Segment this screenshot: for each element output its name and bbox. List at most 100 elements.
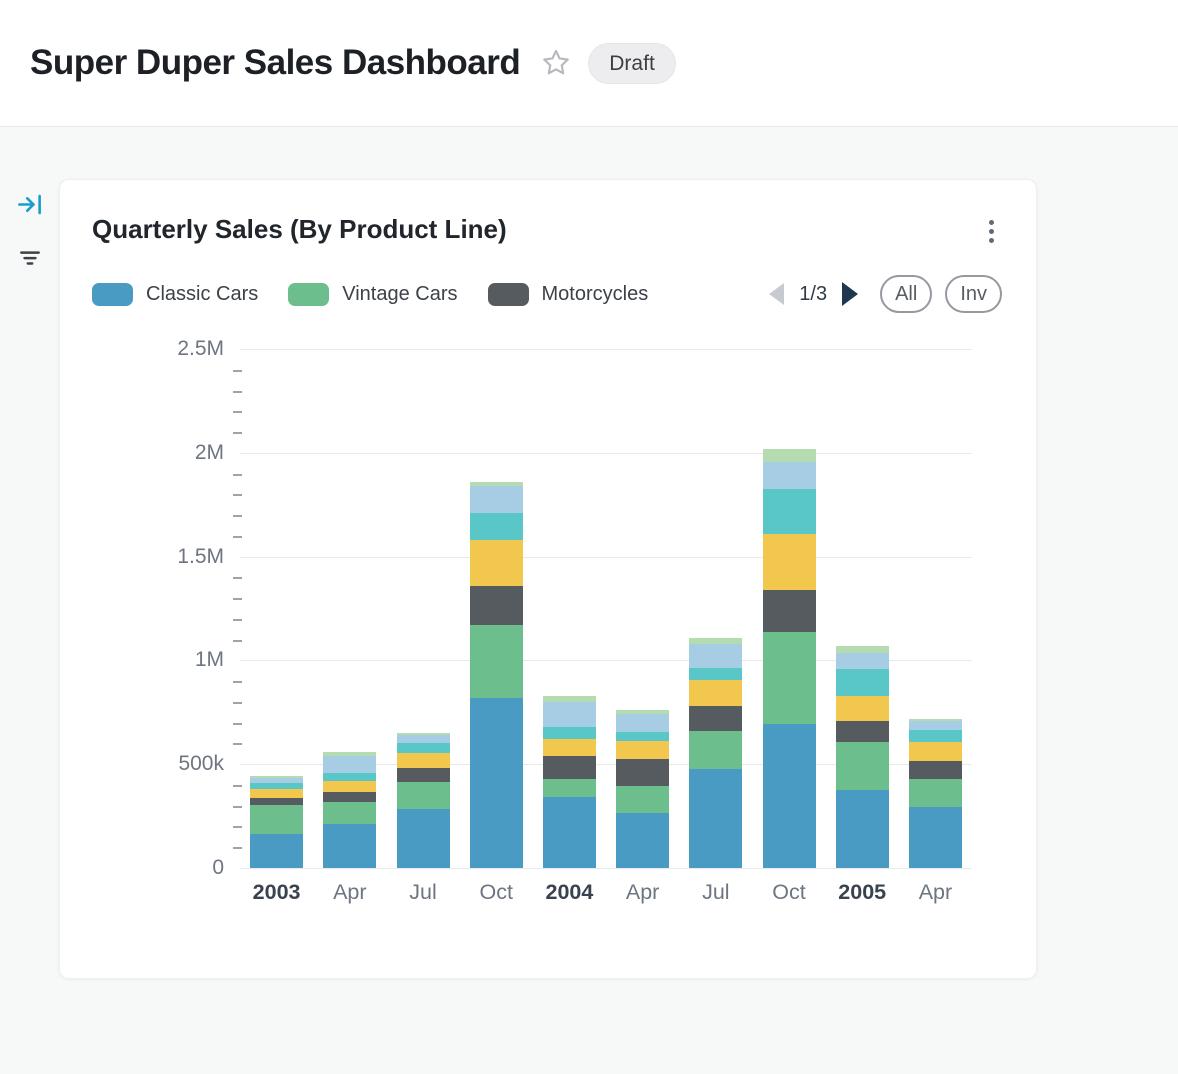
favorite-star-icon[interactable] [540, 47, 572, 79]
bar-segment[interactable] [616, 741, 670, 760]
bar-segment[interactable] [616, 759, 670, 787]
bar-segment[interactable] [762, 589, 816, 633]
bar-segment[interactable] [250, 804, 304, 834]
bar-segment[interactable] [396, 743, 450, 753]
bar-segment[interactable] [835, 668, 889, 696]
bar-segment[interactable] [616, 714, 670, 733]
stacked-bar[interactable] [689, 637, 743, 868]
pager-page-indicator: 1/3 [799, 282, 828, 305]
bar-segment[interactable] [908, 742, 962, 762]
bar-segment[interactable] [762, 632, 816, 724]
legend-row: Classic Cars Vintage Cars Motorcycles 1/3 … [92, 275, 1002, 313]
bar-segment[interactable] [689, 637, 743, 644]
stacked-bar[interactable] [323, 751, 377, 868]
bar-segment[interactable] [616, 813, 670, 868]
bar-segment[interactable] [323, 792, 377, 802]
bar-segment[interactable] [542, 726, 596, 740]
kebab-menu-icon[interactable] [981, 214, 1002, 249]
stacked-bar[interactable] [469, 481, 523, 868]
x-axis-label: Jul [702, 880, 730, 904]
bar-segment[interactable] [323, 780, 377, 793]
bar-segment[interactable] [689, 706, 743, 731]
bar-segment[interactable] [250, 798, 304, 805]
bar-segment[interactable] [250, 775, 304, 778]
bar-segment[interactable] [908, 729, 962, 743]
pager-next-icon[interactable] [842, 282, 859, 306]
minor-tick [233, 826, 242, 829]
bar-segment[interactable] [250, 782, 304, 790]
bar-segment[interactable] [908, 778, 962, 807]
bar-segment[interactable] [469, 513, 523, 541]
bar-segment[interactable] [835, 790, 889, 868]
bar-segment[interactable] [908, 718, 962, 721]
bar-segment[interactable] [616, 786, 670, 813]
bar-segment[interactable] [396, 735, 450, 744]
bar-segment[interactable] [689, 667, 743, 681]
kebab-dot [989, 238, 994, 243]
bar-segment[interactable] [469, 697, 523, 868]
bar-segment[interactable] [323, 772, 377, 781]
all-button[interactable]: All [880, 275, 933, 313]
bar-segment[interactable] [323, 824, 377, 868]
bar-segment[interactable] [762, 533, 816, 590]
bar-segment[interactable] [689, 680, 743, 707]
bar-segment[interactable] [542, 695, 596, 702]
bar-segment[interactable] [835, 645, 889, 654]
bar-segment[interactable] [542, 701, 596, 727]
bar-segment[interactable] [469, 486, 523, 514]
bar-segment[interactable] [469, 540, 523, 586]
collapse-panel-icon[interactable] [16, 191, 43, 218]
stacked-bar[interactable] [835, 645, 889, 868]
filter-icon[interactable] [17, 244, 43, 270]
bar-segment[interactable] [323, 801, 377, 825]
bar-segment[interactable] [542, 778, 596, 798]
bar-segment[interactable] [835, 695, 889, 721]
minor-tick [233, 411, 242, 414]
bar-segment[interactable] [469, 481, 523, 487]
bar-segment[interactable] [835, 653, 889, 669]
bar-segment[interactable] [689, 643, 743, 668]
stacked-bar[interactable] [396, 733, 450, 868]
bar-segment[interactable] [323, 755, 377, 773]
bar-segment[interactable] [835, 720, 889, 743]
legend-item[interactable]: Vintage Cars [288, 282, 458, 306]
bar-segment[interactable] [250, 789, 304, 799]
bar-segment[interactable] [616, 710, 670, 715]
bar-segment[interactable] [908, 761, 962, 779]
bar-segment[interactable] [762, 462, 816, 490]
bar-segment[interactable] [762, 723, 816, 868]
pager-prev-icon[interactable] [769, 283, 785, 305]
bar-segment[interactable] [396, 781, 450, 809]
inv-button[interactable]: Inv [945, 275, 1002, 313]
bar-segment[interactable] [616, 732, 670, 742]
bar-segment[interactable] [542, 739, 596, 756]
bar-segment[interactable] [469, 625, 523, 698]
bar-segment[interactable] [542, 797, 596, 868]
stacked-bar[interactable] [908, 718, 962, 868]
bar-segment[interactable] [689, 769, 743, 868]
minor-tick [233, 639, 242, 642]
bar-segment[interactable] [835, 742, 889, 791]
status-badge[interactable]: Draft [588, 42, 676, 84]
bar-segment[interactable] [323, 751, 377, 756]
legend-item[interactable]: Classic Cars [92, 282, 258, 306]
bar-segment[interactable] [396, 808, 450, 868]
stacked-bar[interactable] [762, 448, 816, 868]
legend-item[interactable]: Motorcycles [487, 282, 648, 306]
bar-segment[interactable] [762, 489, 816, 534]
stacked-bar[interactable] [542, 695, 596, 868]
bar-segment[interactable] [908, 806, 962, 868]
bar-segment[interactable] [396, 768, 450, 782]
bar-segment[interactable] [762, 448, 816, 463]
bar-segment[interactable] [396, 733, 450, 736]
bar-segment[interactable] [250, 833, 304, 868]
bar-segment[interactable] [396, 752, 450, 769]
legend-swatch [92, 282, 133, 306]
bar-segment[interactable] [689, 731, 743, 770]
bar-segment[interactable] [908, 720, 962, 730]
bar-segment[interactable] [469, 585, 523, 626]
stacked-bar[interactable] [250, 775, 304, 868]
bar-segment[interactable] [250, 777, 304, 783]
bar-segment[interactable] [542, 755, 596, 779]
stacked-bar[interactable] [616, 710, 670, 868]
